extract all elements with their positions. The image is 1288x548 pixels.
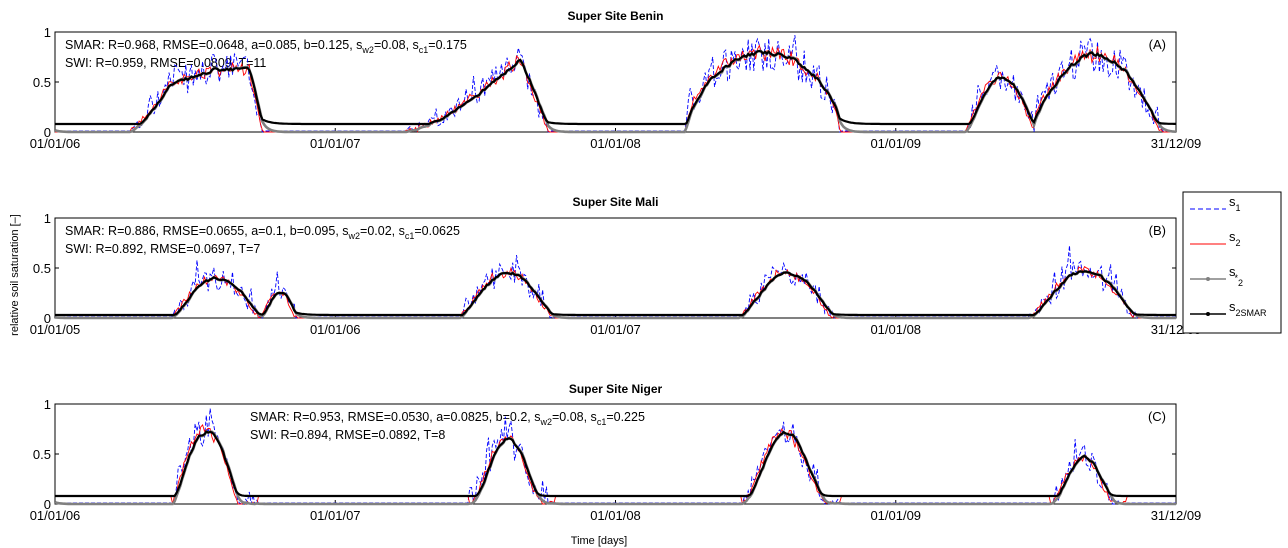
x-axis-label: Time [days] <box>571 535 627 547</box>
series-s2-star <box>54 429 1176 506</box>
x-tick-label: 01/01/07 <box>310 136 361 151</box>
panel-label: (A) <box>1149 37 1166 52</box>
x-tick-label: 01/01/07 <box>590 322 641 337</box>
legend-label-s1: s1 <box>1229 194 1241 213</box>
y-axis-label: relative soil saturation [–] <box>9 214 21 336</box>
x-tick-label: 01/01/06 <box>30 508 81 523</box>
legend-marker-s2smar <box>1206 312 1210 316</box>
series-s2 <box>55 423 1176 506</box>
y-tick-label: 0 <box>44 125 51 140</box>
panel-A: Super Site Benin 0 0.5 1 01/01/06 01/01/07 01/… <box>30 9 1202 151</box>
y-tick-label: 1 <box>44 25 51 40</box>
y-tick-label: 0.5 <box>33 447 51 462</box>
panel-title: Super Site Mali <box>572 195 658 209</box>
panel-title: Super Site Benin <box>567 9 663 23</box>
x-tick-label: 01/01/06 <box>310 322 361 337</box>
series-s2 <box>55 266 1176 319</box>
panel-C: Super Site Niger 0 0.5 1 01/01/06 01/01/07 01/… <box>30 382 1202 523</box>
panel-label: (C) <box>1148 409 1166 424</box>
y-tick-label: 0 <box>44 497 51 512</box>
x-tick-label: 01/01/08 <box>870 322 921 337</box>
legend: s1 s2 s*2 s2SMAR <box>1182 191 1282 334</box>
swi-stats: SWI: R=0.892, RMSE=0.0697, T=7 <box>65 242 260 256</box>
smar-stats: SMAR: R=0.968, RMSE=0.0648, a=0.085, b=0… <box>65 38 467 55</box>
x-tick-label: 01/01/09 <box>870 136 921 151</box>
legend-label-s2smar: s2SMAR <box>1229 299 1267 318</box>
panel-B: Super Site Mali 0 0.5 1 01/01/05 01/01/06 01/0… <box>30 195 1202 337</box>
x-tick-label: 01/01/09 <box>870 508 921 523</box>
y-tick-label: 1 <box>44 397 51 412</box>
panel-label: (B) <box>1149 223 1166 238</box>
legend-label-s2star: s*2 <box>1229 264 1243 288</box>
x-tick-label: 01/01/08 <box>590 136 641 151</box>
x-tick-label: 01/01/08 <box>590 508 641 523</box>
swi-stats: SWI: R=0.894, RMSE=0.0892, T=8 <box>250 428 445 442</box>
smar-stats: SMAR: R=0.886, RMSE=0.0655, a=0.1, b=0.0… <box>65 224 460 241</box>
series-s2smar <box>55 49 1176 126</box>
legend-label-s2: s2 <box>1229 229 1241 248</box>
y-tick-label: 0.5 <box>33 261 51 276</box>
series-s1 <box>55 245 1176 320</box>
series-s2smar <box>55 270 1176 317</box>
series-s2smar <box>55 430 1176 498</box>
panel-title: Super Site Niger <box>569 382 663 396</box>
x-tick-label: 01/01/06 <box>30 136 81 151</box>
legend-marker-s2star <box>1206 277 1210 281</box>
x-tick-label: 31/12/09 <box>1151 508 1202 523</box>
x-tick-label: 31/12/09 <box>1151 136 1202 151</box>
y-tick-label: 0.5 <box>33 75 51 90</box>
smar-stats: SMAR: R=0.953, RMSE=0.0530, a=0.0825, b=… <box>250 410 645 427</box>
x-tick-label: 01/01/05 <box>30 322 81 337</box>
y-tick-label: 0 <box>44 311 51 326</box>
x-tick-label: 01/01/07 <box>310 508 361 523</box>
y-tick-label: 1 <box>44 211 51 226</box>
